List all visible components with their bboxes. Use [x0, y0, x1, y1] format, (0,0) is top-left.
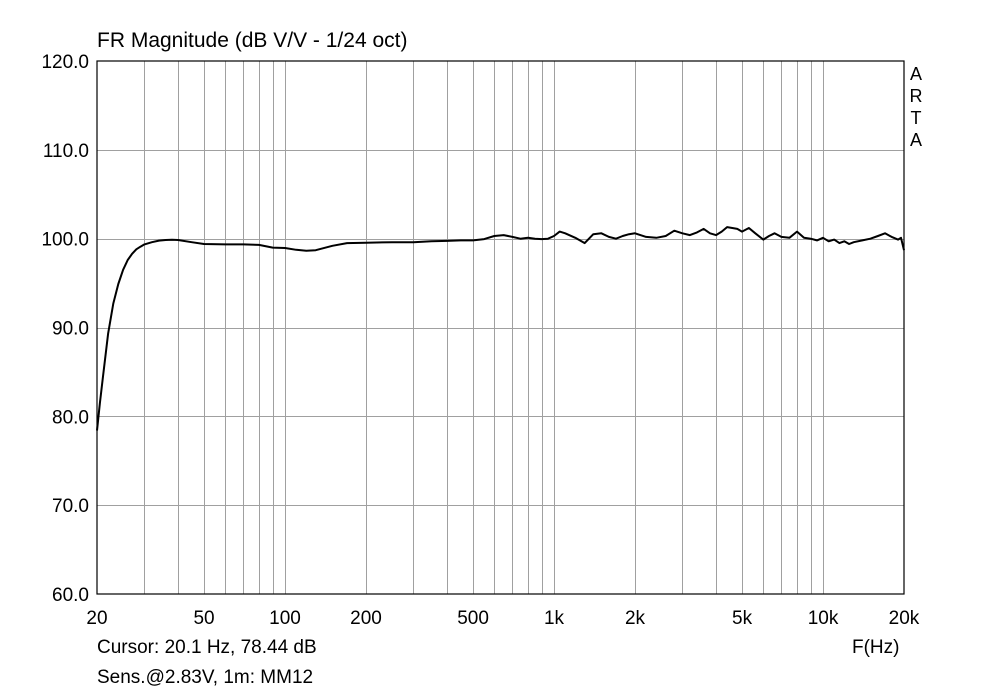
x-tick-label: 10k — [808, 608, 839, 629]
x-tick-label: 100 — [269, 608, 301, 629]
sensitivity-readout: Sens.@2.83V, 1m: MM12 — [97, 667, 314, 688]
plot-frame — [96, 60, 905, 595]
x-tick-label: 20k — [889, 608, 920, 629]
y-tick-label: 120.0 — [41, 52, 89, 73]
y-tick-label: 70.0 — [52, 496, 89, 517]
x-tick-label: 20 — [86, 608, 107, 629]
x-axis-label: F(Hz) — [852, 637, 900, 658]
x-tick-label: 1k — [544, 608, 565, 629]
brand-letter: A — [909, 64, 922, 84]
x-tick-label: 2k — [625, 608, 646, 629]
x-tick-label: 500 — [457, 608, 489, 629]
y-tick-label: 80.0 — [52, 407, 89, 428]
y-tick-label: 100.0 — [41, 230, 89, 251]
x-tick-label: 5k — [732, 608, 753, 629]
brand-letter: A — [909, 130, 922, 150]
x-tick-label: 200 — [350, 608, 382, 629]
y-tick-label: 60.0 — [52, 585, 89, 606]
x-tick-label: 50 — [193, 608, 214, 629]
plot-background — [97, 61, 904, 594]
brand-letter: R — [909, 86, 923, 106]
chart-title: FR Magnitude (dB V/V - 1/24 oct) — [97, 29, 408, 52]
brand-letter: T — [910, 108, 922, 128]
cursor-readout: Cursor: 20.1 Hz, 78.44 dB — [97, 637, 317, 658]
y-tick-label: 110.0 — [43, 141, 89, 162]
y-tick-labels: 60.0 70.0 80.0 90.0 100.0 110.0 120.0 — [41, 52, 89, 606]
grid-lines — [97, 61, 904, 594]
arta-brand-label: A R T A — [907, 63, 925, 151]
y-tick-label: 90.0 — [52, 319, 89, 340]
frequency-response-trace — [96, 226, 905, 431]
x-tick-labels: 20 50 100 200 500 1k 2k 5k 10k 20k — [86, 608, 919, 629]
